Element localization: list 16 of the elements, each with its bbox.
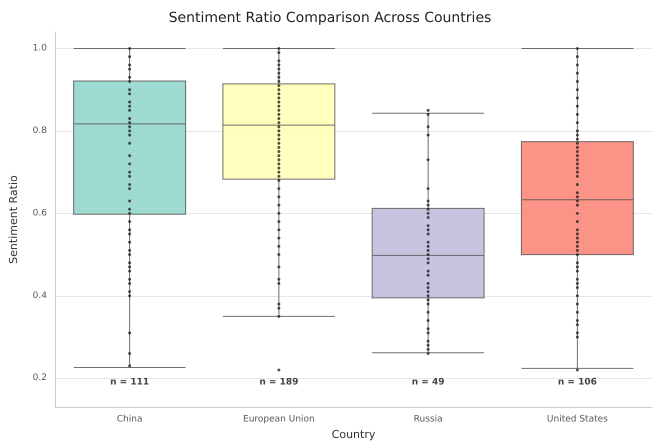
x-axis-title: Country (332, 428, 376, 441)
x-tick-label: United States (546, 414, 608, 425)
y-tick-label: 0.2 (32, 373, 47, 384)
annotation: n = 106 (558, 377, 597, 388)
y-tick-label: 0.8 (32, 126, 48, 136)
y-tick-label: 0.4 (32, 290, 48, 301)
y-axis-title: Sentiment Ratio (7, 174, 20, 264)
y-tick-label: 1.0 (32, 43, 48, 54)
annotation: n = 49 (412, 377, 444, 388)
annotation: n = 111 (110, 377, 150, 388)
x-tick-label: China (116, 414, 142, 425)
y-tick-label: 0.6 (32, 208, 48, 218)
chart-title: Sentiment Ratio Comparison Across Countries (168, 10, 492, 26)
annotation: n = 189 (259, 377, 298, 388)
x-tick-label: European Union (243, 414, 315, 425)
x-tick-label: Russia (414, 414, 443, 425)
